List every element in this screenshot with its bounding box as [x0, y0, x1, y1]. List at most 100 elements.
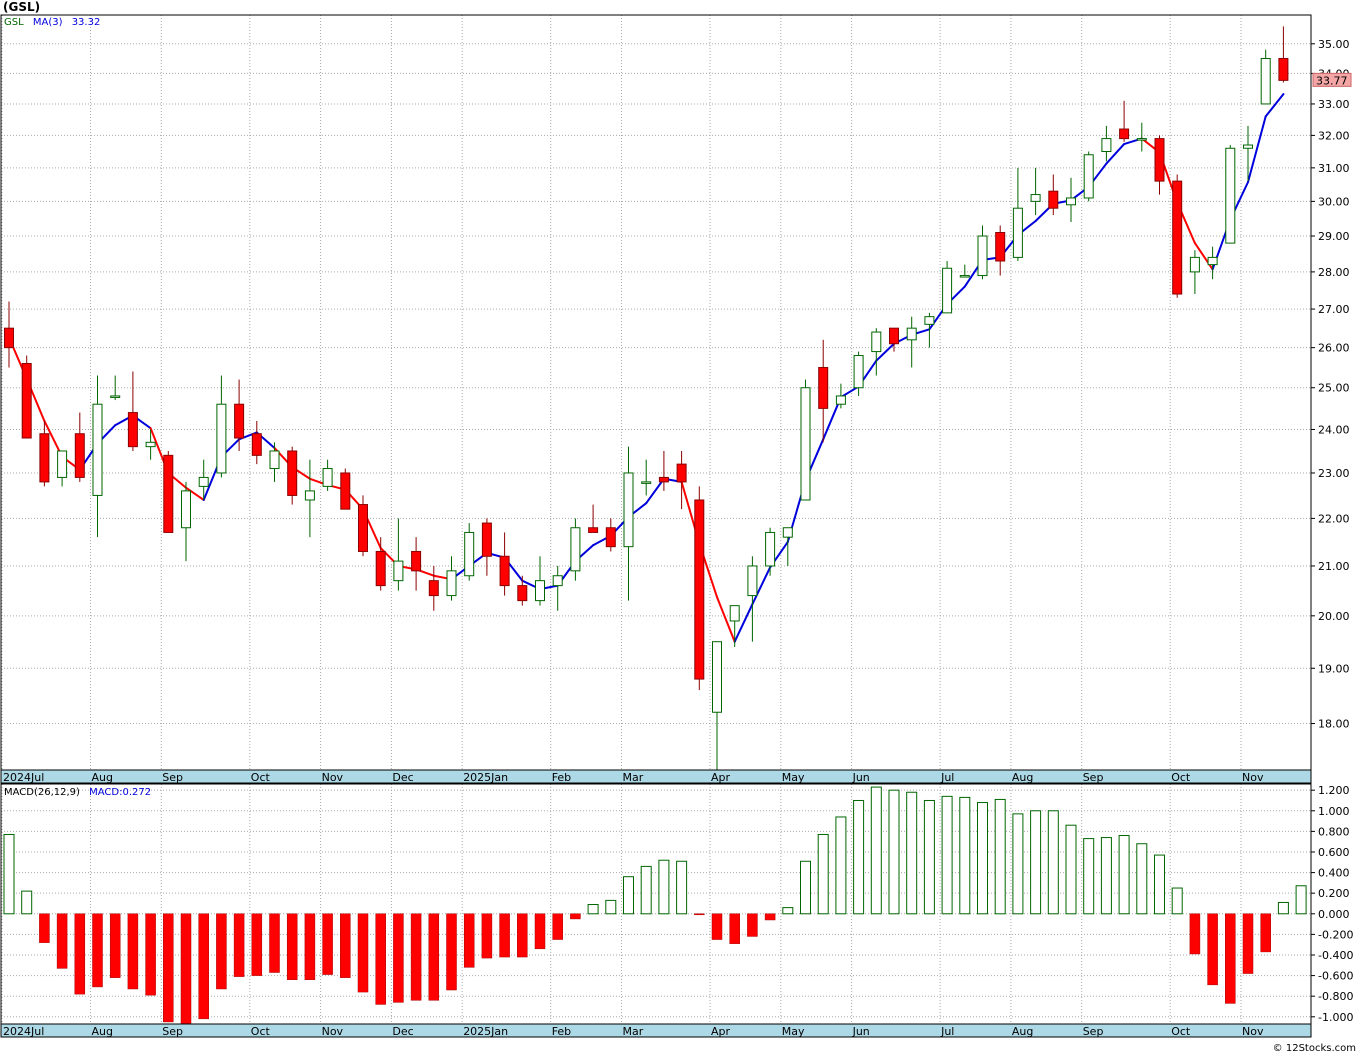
candle [605, 518, 616, 552]
macd-bar-positive [3, 833, 15, 915]
candle [446, 556, 457, 601]
candle [1172, 174, 1183, 298]
candle-body-up [729, 605, 740, 622]
candle-body-down [995, 232, 1006, 262]
candle-body-down [234, 403, 245, 439]
candle-body-up [765, 531, 776, 567]
macd-bar-positive [906, 791, 918, 915]
macd-month-label: Mar [623, 1025, 644, 1038]
macd-bar-negative [39, 913, 50, 943]
macd-bar-positive [1012, 813, 1024, 915]
candle [676, 450, 687, 510]
ma-segment [733, 603, 754, 643]
macd-tick-label: 1.000 [1318, 805, 1350, 818]
candle [1189, 250, 1200, 295]
macd-bar-negative [764, 913, 776, 921]
macd-month-label: Aug [92, 1025, 113, 1038]
candle [1136, 122, 1147, 152]
price-tick-label: 18.00 [1318, 718, 1350, 731]
candle [818, 339, 829, 443]
candle-body-up [393, 560, 404, 582]
macd-bar-positive [782, 907, 794, 915]
candle [181, 481, 191, 562]
macd-tick-label: -1.000 [1318, 1011, 1353, 1024]
macd-tick-label: -0.400 [1318, 949, 1353, 962]
macd-panel: 2024Jul Aug Sep Oct Nov Dec 2025Jan Feb Mar Apr Ma… [0, 783, 1353, 1038]
macd-bar-positive [1136, 843, 1148, 915]
macd-bar-negative [357, 913, 369, 993]
candle [853, 351, 864, 396]
candle [269, 442, 280, 482]
price-panel: 2024Jul Aug Sep Oct Nov Dec 2025Jan Feb Mar Apr Ma… [0, 0, 1352, 784]
price-tick-label: 25.00 [1318, 382, 1350, 395]
macd-bar-negative [375, 913, 386, 1005]
macd-bar-positive [994, 798, 1006, 915]
svg-text:MACD(26,12,9) MACD:0.2: MACD(26,12,9) MACD:0.272 [4, 787, 151, 798]
candle [942, 260, 953, 314]
price-tick-label: 29.00 [1318, 230, 1350, 243]
macd-bar-positive [623, 876, 634, 915]
candle-body-up [641, 481, 652, 484]
macd-bar-positive [605, 899, 617, 915]
candle-body-down [481, 522, 492, 557]
candle [729, 605, 740, 647]
macd-bar-positive [1118, 835, 1130, 915]
candle [340, 468, 351, 510]
candle-body-down [163, 454, 174, 533]
price-date-strip [0, 769, 1312, 784]
price-month-label: 2025Jan [463, 771, 508, 784]
macd-tick-label: 1.200 [1318, 784, 1350, 797]
macd-bar-negative [286, 913, 298, 980]
macd-bar-positive [817, 833, 829, 915]
candle [1260, 49, 1271, 105]
macd-bar-positive [941, 795, 953, 915]
ma-segment [839, 385, 860, 399]
price-month-label: Feb [552, 771, 571, 784]
candle-body-down [676, 463, 687, 483]
macd-bar-positive [21, 890, 33, 915]
candle-body-down [251, 433, 262, 456]
price-tick-label: 23.00 [1318, 467, 1350, 480]
legend-ma-label: MA(3) [33, 17, 63, 28]
macd-bar-positive [658, 859, 670, 915]
macd-bar-negative [1260, 913, 1271, 953]
copyright: © 12Stocks.com [1273, 1043, 1356, 1054]
candle-body-down [499, 555, 510, 587]
macd-bar-negative [446, 913, 457, 991]
candle [570, 518, 581, 581]
macd-month-label: Nov [322, 1025, 344, 1038]
macd-bar-negative [570, 913, 581, 920]
candle [110, 375, 121, 401]
candle [835, 383, 846, 409]
candle-body-up [1225, 147, 1236, 244]
candle-body-down [588, 527, 599, 533]
macd-bar-positive [1083, 838, 1095, 915]
price-month-label: Jul [940, 771, 954, 784]
candle-body-down [1119, 128, 1130, 140]
candle [1066, 177, 1076, 223]
candle-body-up [57, 450, 68, 478]
price-month-label: May [782, 771, 805, 784]
candle-body-down [358, 504, 368, 552]
candle [906, 316, 917, 368]
price-month-label: Dec [392, 771, 413, 784]
candle [287, 446, 298, 505]
candle-body-up [623, 472, 634, 548]
price-month-label: Jun [852, 771, 870, 784]
candle-body-up [1101, 138, 1112, 152]
candle [747, 556, 758, 642]
candle-body-down [517, 585, 528, 602]
price-tick-label: 32.00 [1318, 129, 1350, 142]
macd-bar-positive [1277, 901, 1289, 915]
candle-body-up [535, 580, 545, 602]
macd-bar-negative [410, 913, 422, 1001]
price-tick-label: 28.00 [1318, 266, 1350, 279]
price-month-label: Aug [1012, 771, 1033, 784]
macd-bar-negative [233, 913, 245, 977]
macd-bar-negative [340, 913, 351, 978]
candle-body-up [145, 441, 156, 448]
macd-bar-positive [640, 865, 652, 915]
macd-bar-negative [694, 913, 705, 916]
candle-body-down [818, 366, 829, 409]
